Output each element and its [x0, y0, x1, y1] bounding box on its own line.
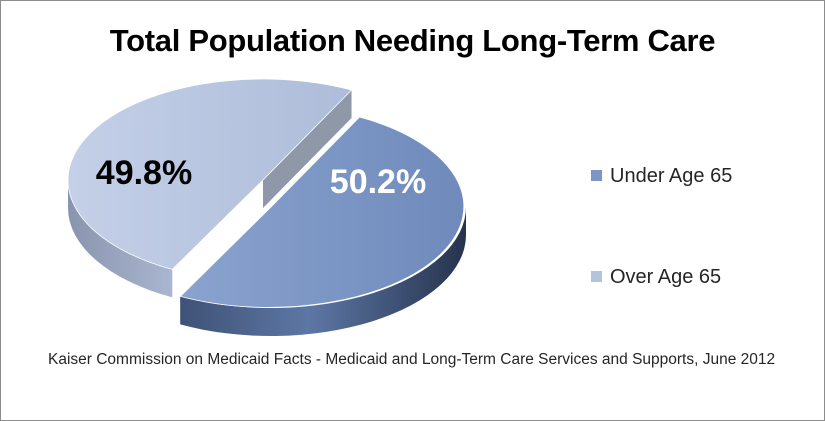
source-note: Kaiser Commission on Medicaid Facts - Me… [48, 351, 776, 368]
slice-over-65 [67, 78, 353, 270]
chart-title: Total Population Needing Long-Term Care [109, 23, 716, 58]
data-label-under-65: 50.2% [330, 163, 426, 201]
slice-side-over-65 [68, 180, 173, 298]
legend-swatch-over-65 [591, 271, 602, 282]
slice-under-65 [179, 116, 465, 308]
legend-item-over-65: Over Age 65 [591, 266, 721, 289]
legend-label-under-65: Under Age 65 [610, 165, 733, 187]
legend-label-over-65: Over Age 65 [610, 266, 722, 288]
slice-side-under-65 [180, 207, 466, 336]
slice-cut-face-over-65 [263, 90, 352, 208]
legend-item-under-65: Under Age 65 [591, 165, 732, 188]
data-label-over-65: 49.8% [96, 154, 192, 192]
legend-swatch-under-65 [591, 170, 602, 181]
